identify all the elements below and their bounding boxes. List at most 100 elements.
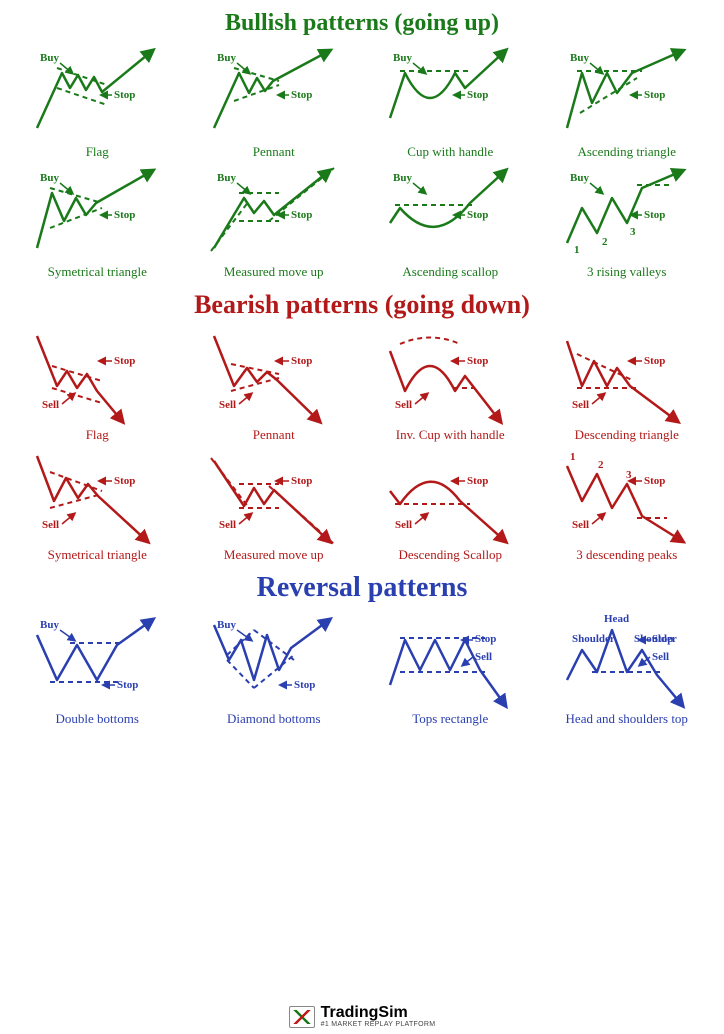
bullish-grid: Buy Stop Flag Buy Stop Pennant — [0, 43, 724, 280]
pattern-chart: Buy Stop — [12, 43, 182, 143]
pattern-chart: Buy Stop — [365, 43, 535, 143]
svg-text:3: 3 — [630, 226, 636, 238]
pattern-caption: Cup with handle — [407, 145, 493, 159]
svg-text:Stop: Stop — [114, 89, 135, 101]
pattern-caption: Tops rectangle — [412, 712, 488, 726]
svg-text:1: 1 — [570, 451, 576, 463]
pattern-cell: Buy Stop Double bottoms — [10, 610, 185, 726]
svg-text:2: 2 — [598, 459, 604, 471]
pattern-chart: Stop Sell — [189, 326, 359, 426]
pattern-cell: Buy Stop Measured move up — [187, 163, 362, 279]
pattern-cell: Stop Sell ShoulderHeadShoulder Head and … — [540, 610, 715, 726]
reversal-title: Reversal patterns — [0, 572, 724, 604]
svg-text:Sell: Sell — [652, 651, 669, 663]
svg-text:Buy: Buy — [570, 172, 589, 184]
pattern-chart: Stop Sell — [12, 446, 182, 546]
svg-text:Buy: Buy — [217, 52, 236, 64]
svg-text:Stop: Stop — [644, 209, 665, 221]
footer-tagline: #1 MARKET REPLAY PLATFORM — [321, 1021, 436, 1028]
pattern-cell: Buy Stop Ascending triangle — [540, 43, 715, 159]
svg-text:Stop: Stop — [291, 475, 312, 487]
pattern-chart: Buy Stop — [189, 610, 359, 710]
pattern-chart: Stop Sell — [542, 326, 712, 426]
pattern-caption: Inv. Cup with handle — [396, 428, 505, 442]
pattern-caption: Measured move up — [224, 548, 324, 562]
svg-text:Stop: Stop — [644, 475, 665, 487]
svg-text:Buy: Buy — [217, 172, 236, 184]
svg-text:Stop: Stop — [291, 355, 312, 367]
svg-text:Shoulder: Shoulder — [634, 633, 677, 645]
svg-text:Sell: Sell — [572, 399, 589, 411]
pattern-caption: Ascending triangle — [577, 145, 676, 159]
svg-text:Buy: Buy — [40, 172, 59, 184]
bearish-grid: Stop Sell Flag Stop Sell Pennant — [0, 326, 724, 563]
footer: TradingSim #1 MARKET REPLAY PLATFORM — [0, 1005, 724, 1028]
pattern-cell: Buy Stop Ascending scallop — [363, 163, 538, 279]
pattern-caption: Ascending scallop — [402, 265, 498, 279]
pattern-caption: Pennant — [253, 145, 295, 159]
svg-text:Sell: Sell — [475, 651, 492, 663]
pattern-cell: Buy Stop 123 3 rising valleys — [540, 163, 715, 279]
svg-text:Stop: Stop — [291, 209, 312, 221]
svg-text:Stop: Stop — [644, 89, 665, 101]
pattern-chart: Buy Stop — [12, 163, 182, 263]
pattern-caption: 3 descending peaks — [576, 548, 677, 562]
pattern-chart: Stop Sell ShoulderHeadShoulder — [542, 610, 712, 710]
svg-text:Buy: Buy — [217, 619, 236, 631]
footer-brand: TradingSim — [321, 1005, 436, 1021]
pattern-cell: Buy Stop Diamond bottoms — [187, 610, 362, 726]
pattern-cell: Stop Sell Pennant — [187, 326, 362, 442]
pattern-cell: Buy Stop Flag — [10, 43, 185, 159]
svg-text:Stop: Stop — [291, 89, 312, 101]
pattern-chart: Buy Stop — [189, 163, 359, 263]
pattern-chart: Stop Sell — [365, 446, 535, 546]
pattern-chart: Buy Stop — [12, 610, 182, 710]
svg-text:Sell: Sell — [42, 519, 59, 531]
pattern-chart: Buy Stop — [189, 43, 359, 143]
bearish-title: Bearish patterns (going down) — [0, 290, 724, 320]
pattern-caption: Pennant — [253, 428, 295, 442]
pattern-cell: Stop Sell Descending triangle — [540, 326, 715, 442]
pattern-chart: Buy Stop 123 — [542, 163, 712, 263]
pattern-caption: Measured move up — [224, 265, 324, 279]
reversal-grid: Buy Stop Double bottoms Buy Stop — [0, 610, 724, 726]
svg-text:Buy: Buy — [40, 52, 59, 64]
pattern-caption: Flag — [86, 145, 109, 159]
svg-text:Stop: Stop — [294, 679, 315, 691]
svg-text:Head: Head — [604, 613, 629, 625]
pattern-cell: Stop Sell Tops rectangle — [363, 610, 538, 726]
svg-text:Stop: Stop — [467, 89, 488, 101]
svg-text:Sell: Sell — [395, 399, 412, 411]
pattern-chart: Stop Sell — [365, 610, 535, 710]
pattern-cell: Stop Sell Measured move up — [187, 446, 362, 562]
svg-text:Buy: Buy — [393, 172, 412, 184]
svg-text:Stop: Stop — [117, 679, 138, 691]
svg-text:2: 2 — [602, 236, 608, 248]
pattern-caption: Flag — [86, 428, 109, 442]
svg-text:Sell: Sell — [395, 519, 412, 531]
pattern-caption: Descending Scallop — [398, 548, 502, 562]
pattern-cell: Buy Stop Symetrical triangle — [10, 163, 185, 279]
svg-text:Stop: Stop — [467, 355, 488, 367]
pattern-chart: Stop Sell 123 — [542, 446, 712, 546]
pattern-chart: Stop Sell — [365, 326, 535, 426]
pattern-caption: Symetrical triangle — [48, 548, 147, 562]
pattern-cell: Stop Sell 123 3 descending peaks — [540, 446, 715, 562]
tradingsim-logo-icon — [289, 1006, 315, 1028]
svg-text:Sell: Sell — [219, 399, 236, 411]
pattern-caption: 3 rising valleys — [587, 265, 666, 279]
svg-text:Stop: Stop — [114, 355, 135, 367]
svg-text:Shoulder: Shoulder — [572, 633, 615, 645]
svg-text:Sell: Sell — [42, 399, 59, 411]
pattern-caption: Head and shoulders top — [566, 712, 688, 726]
pattern-caption: Diamond bottoms — [227, 712, 321, 726]
svg-text:Stop: Stop — [475, 633, 496, 645]
pattern-cell: Stop Sell Symetrical triangle — [10, 446, 185, 562]
pattern-cell: Buy Stop Cup with handle — [363, 43, 538, 159]
pattern-cell: Stop Sell Flag — [10, 326, 185, 442]
pattern-cell: Stop Sell Inv. Cup with handle — [363, 326, 538, 442]
pattern-chart: Stop Sell — [189, 446, 359, 546]
pattern-chart: Buy Stop — [365, 163, 535, 263]
svg-text:Buy: Buy — [570, 52, 589, 64]
svg-text:Stop: Stop — [114, 209, 135, 221]
